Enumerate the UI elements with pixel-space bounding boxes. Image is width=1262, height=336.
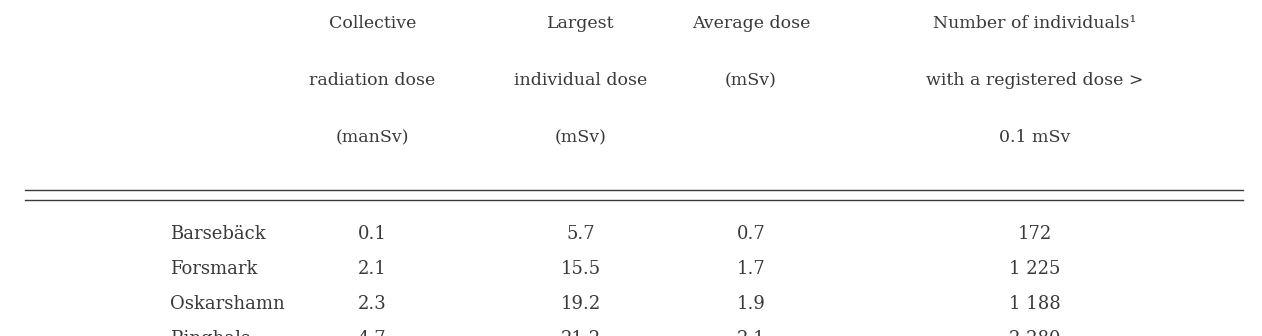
- Text: 2.1: 2.1: [358, 260, 386, 278]
- Text: 4.7: 4.7: [358, 330, 386, 336]
- Text: Largest: Largest: [546, 15, 615, 32]
- Text: 21.2: 21.2: [560, 330, 601, 336]
- Text: Barsebäck: Barsebäck: [170, 224, 266, 243]
- Text: 0.7: 0.7: [737, 224, 765, 243]
- Text: 5.7: 5.7: [567, 224, 594, 243]
- Text: with a registered dose >: with a registered dose >: [926, 72, 1143, 89]
- Text: 2.3: 2.3: [358, 295, 386, 313]
- Text: 15.5: 15.5: [560, 260, 601, 278]
- Text: individual dose: individual dose: [514, 72, 647, 89]
- Text: 0.1 mSv: 0.1 mSv: [1000, 129, 1070, 146]
- Text: Number of individuals¹: Number of individuals¹: [933, 15, 1137, 32]
- Text: (mSv): (mSv): [554, 129, 607, 146]
- Text: radiation dose: radiation dose: [309, 72, 435, 89]
- Text: 0.1: 0.1: [358, 224, 386, 243]
- Text: 19.2: 19.2: [560, 295, 601, 313]
- Text: 1 225: 1 225: [1010, 260, 1060, 278]
- Text: 2 280: 2 280: [1010, 330, 1060, 336]
- Text: Forsmark: Forsmark: [170, 260, 257, 278]
- Text: Oskarshamn: Oskarshamn: [170, 295, 285, 313]
- Text: Collective: Collective: [328, 15, 416, 32]
- Text: 1.9: 1.9: [737, 295, 765, 313]
- Text: 2.1: 2.1: [737, 330, 765, 336]
- Text: (manSv): (manSv): [336, 129, 409, 146]
- Text: 172: 172: [1017, 224, 1053, 243]
- Text: Average dose: Average dose: [692, 15, 810, 32]
- Text: 1 188: 1 188: [1008, 295, 1061, 313]
- Text: Ringhals: Ringhals: [170, 330, 250, 336]
- Text: 1.7: 1.7: [737, 260, 765, 278]
- Text: (mSv): (mSv): [724, 72, 777, 89]
